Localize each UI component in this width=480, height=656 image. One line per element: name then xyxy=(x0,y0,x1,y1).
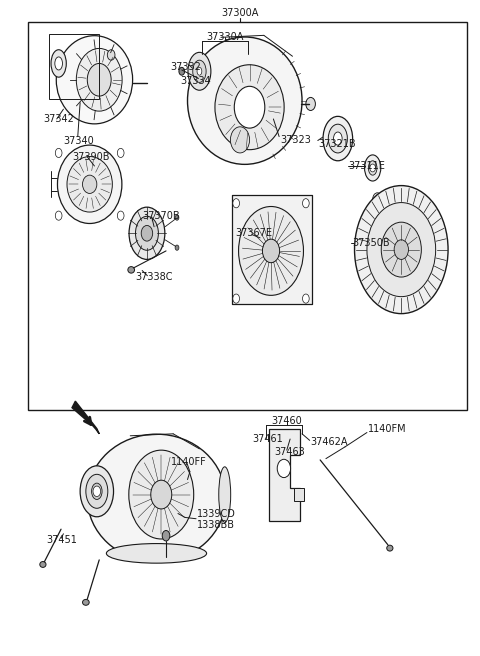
Circle shape xyxy=(129,450,194,539)
Circle shape xyxy=(55,211,62,220)
Circle shape xyxy=(234,87,265,128)
Text: 37451: 37451 xyxy=(47,535,78,545)
Ellipse shape xyxy=(135,216,158,251)
Circle shape xyxy=(93,486,101,497)
Circle shape xyxy=(117,148,124,157)
Circle shape xyxy=(233,294,240,303)
Circle shape xyxy=(230,127,250,153)
Ellipse shape xyxy=(56,35,132,124)
Polygon shape xyxy=(72,401,99,434)
Text: 37323: 37323 xyxy=(281,135,312,145)
Text: 1140FF: 1140FF xyxy=(171,457,206,467)
Circle shape xyxy=(117,211,124,220)
Ellipse shape xyxy=(40,562,46,567)
Circle shape xyxy=(263,239,280,262)
Text: 37340: 37340 xyxy=(63,136,94,146)
Circle shape xyxy=(162,531,170,541)
Ellipse shape xyxy=(87,434,226,562)
Circle shape xyxy=(141,226,153,241)
Circle shape xyxy=(233,199,240,208)
Bar xyxy=(232,195,312,304)
Text: 37463: 37463 xyxy=(275,447,305,457)
Circle shape xyxy=(239,207,303,295)
Ellipse shape xyxy=(219,467,231,522)
Polygon shape xyxy=(269,429,300,521)
Circle shape xyxy=(381,222,421,277)
Text: 37321B: 37321B xyxy=(319,139,356,149)
Text: 37342: 37342 xyxy=(43,114,74,124)
Text: 37390B: 37390B xyxy=(72,152,109,162)
Ellipse shape xyxy=(51,50,66,77)
Circle shape xyxy=(355,186,448,314)
Ellipse shape xyxy=(188,37,302,165)
Circle shape xyxy=(302,294,309,303)
Text: 37311E: 37311E xyxy=(349,161,386,171)
Text: 1140FM: 1140FM xyxy=(368,424,407,434)
Ellipse shape xyxy=(86,474,108,508)
Ellipse shape xyxy=(128,266,134,273)
Ellipse shape xyxy=(83,175,97,194)
Text: 37330A: 37330A xyxy=(206,31,243,42)
Circle shape xyxy=(179,68,185,75)
Bar xyxy=(49,34,99,99)
Text: 37334: 37334 xyxy=(180,76,211,86)
Circle shape xyxy=(55,148,62,157)
Circle shape xyxy=(372,193,382,206)
Ellipse shape xyxy=(58,145,122,224)
Circle shape xyxy=(394,240,408,259)
Text: 37462A: 37462A xyxy=(311,438,348,447)
Text: 37367E: 37367E xyxy=(235,228,272,238)
Circle shape xyxy=(108,50,115,60)
Circle shape xyxy=(151,480,172,509)
Ellipse shape xyxy=(215,65,284,150)
Ellipse shape xyxy=(197,68,202,75)
Text: 37300A: 37300A xyxy=(221,8,259,18)
Circle shape xyxy=(76,49,122,111)
Ellipse shape xyxy=(92,483,102,499)
Ellipse shape xyxy=(364,155,381,181)
Circle shape xyxy=(302,199,309,208)
Circle shape xyxy=(367,203,436,297)
Ellipse shape xyxy=(334,132,342,145)
Text: 37332: 37332 xyxy=(171,62,202,72)
Circle shape xyxy=(370,164,375,172)
Ellipse shape xyxy=(67,157,112,212)
Circle shape xyxy=(277,459,290,478)
Bar xyxy=(294,488,304,501)
Ellipse shape xyxy=(328,124,348,153)
Text: 1338BB: 1338BB xyxy=(197,520,235,530)
Circle shape xyxy=(306,97,315,110)
Circle shape xyxy=(175,245,179,251)
Ellipse shape xyxy=(193,60,206,83)
Text: 37338C: 37338C xyxy=(135,272,172,282)
Bar xyxy=(28,22,467,409)
Text: 37370B: 37370B xyxy=(142,211,180,220)
Ellipse shape xyxy=(80,466,114,517)
Text: 37350B: 37350B xyxy=(352,238,390,248)
Ellipse shape xyxy=(107,544,206,563)
Ellipse shape xyxy=(188,52,211,91)
Circle shape xyxy=(87,64,111,96)
Text: 1339CD: 1339CD xyxy=(197,509,236,519)
Ellipse shape xyxy=(129,207,165,259)
Text: 37460: 37460 xyxy=(271,416,302,426)
Ellipse shape xyxy=(55,57,62,70)
Ellipse shape xyxy=(323,116,353,161)
Circle shape xyxy=(175,215,179,220)
Ellipse shape xyxy=(83,600,89,605)
Text: 37461: 37461 xyxy=(252,434,283,444)
Ellipse shape xyxy=(368,161,377,175)
Ellipse shape xyxy=(387,545,393,551)
